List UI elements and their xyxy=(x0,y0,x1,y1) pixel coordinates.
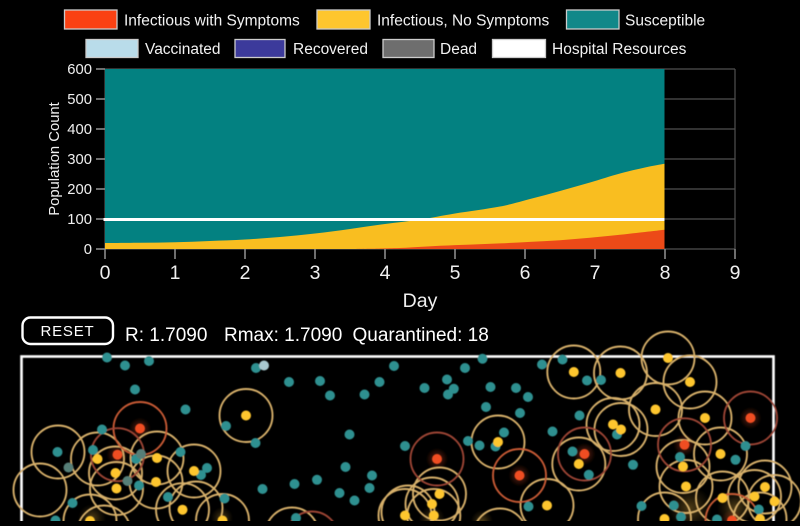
svg-text:300: 300 xyxy=(67,152,92,168)
svg-text:Rmax: 1.7090: Rmax: 1.7090 xyxy=(224,325,342,346)
svg-text:0: 0 xyxy=(100,262,111,284)
svg-text:1: 1 xyxy=(170,262,181,284)
svg-text:3: 3 xyxy=(310,262,321,284)
svg-text:R: 1.7090: R: 1.7090 xyxy=(125,325,207,346)
svg-text:Susceptible: Susceptible xyxy=(625,13,705,30)
svg-text:0: 0 xyxy=(84,242,92,258)
svg-text:2: 2 xyxy=(240,262,251,284)
svg-text:Infectious, No Symptoms: Infectious, No Symptoms xyxy=(377,13,550,30)
svg-text:Vaccinated: Vaccinated xyxy=(145,41,221,58)
svg-text:Population Count: Population Count xyxy=(47,102,63,216)
svg-text:4: 4 xyxy=(380,262,391,284)
svg-text:9: 9 xyxy=(730,262,741,284)
svg-text:8: 8 xyxy=(660,262,671,284)
svg-text:400: 400 xyxy=(67,122,92,138)
svg-text:Dead: Dead xyxy=(440,41,477,58)
svg-text:RESET: RESET xyxy=(40,323,94,340)
svg-text:Day: Day xyxy=(403,290,438,312)
svg-text:600: 600 xyxy=(67,62,92,78)
svg-text:100: 100 xyxy=(67,212,92,228)
svg-text:Recovered: Recovered xyxy=(293,41,368,58)
svg-text:Infectious with Symptoms: Infectious with Symptoms xyxy=(124,13,300,30)
svg-text:500: 500 xyxy=(67,92,92,108)
svg-text:Quarantined: 18: Quarantined: 18 xyxy=(353,325,489,346)
svg-text:200: 200 xyxy=(67,182,92,198)
svg-text:7: 7 xyxy=(590,262,601,284)
svg-text:5: 5 xyxy=(450,262,461,284)
svg-text:Hospital Resources: Hospital Resources xyxy=(552,41,687,58)
svg-text:6: 6 xyxy=(520,262,531,284)
